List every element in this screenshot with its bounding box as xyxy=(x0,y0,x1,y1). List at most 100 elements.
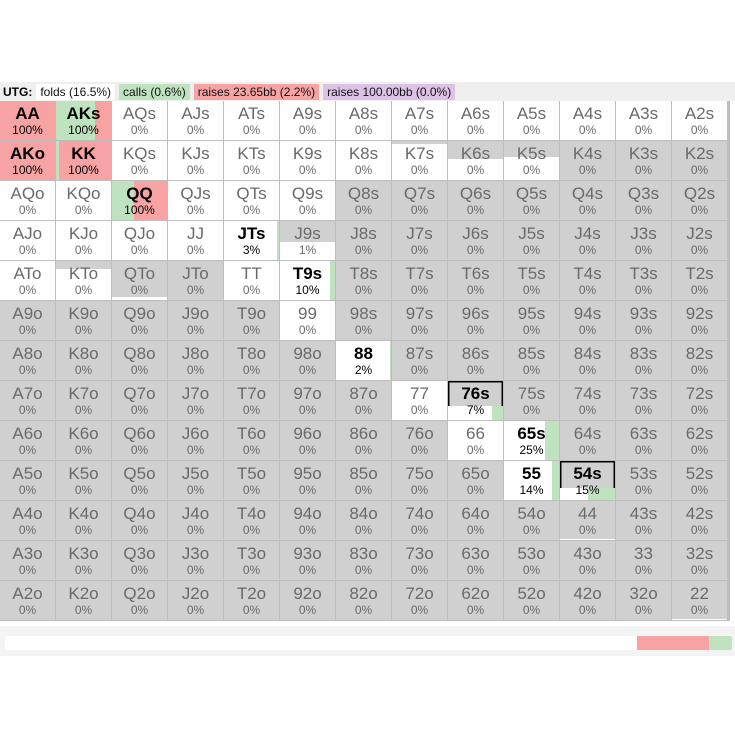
hand-cell-44[interactable]: 44 0% xyxy=(560,501,615,540)
hand-cell-65o[interactable]: 65o 0% xyxy=(448,461,503,500)
hand-cell-ATs[interactable]: ATs 0% xyxy=(224,101,279,140)
hand-cell-Q6o[interactable]: Q6o 0% xyxy=(112,421,167,460)
hand-cell-93s[interactable]: 93s 0% xyxy=(616,301,671,340)
hand-cell-KJs[interactable]: KJs 0% xyxy=(168,141,223,180)
hand-cell-QTs[interactable]: QTs 0% xyxy=(224,181,279,220)
hand-cell-83s[interactable]: 83s 0% xyxy=(616,341,671,380)
hand-cell-J4s[interactable]: J4s 0% xyxy=(560,221,615,260)
hand-cell-K6o[interactable]: K6o 0% xyxy=(56,421,111,460)
hand-cell-TT[interactable]: TT 0% xyxy=(224,261,279,300)
hand-cell-K2s[interactable]: K2s 0% xyxy=(672,141,727,180)
hand-cell-AKs[interactable]: AKs 100% xyxy=(56,101,111,140)
hand-cell-J6s[interactable]: J6s 0% xyxy=(448,221,503,260)
hand-cell-Q5o[interactable]: Q5o 0% xyxy=(112,461,167,500)
hand-cell-J3s[interactable]: J3s 0% xyxy=(616,221,671,260)
hand-cell-K8s[interactable]: K8s 0% xyxy=(336,141,391,180)
hand-cell-85o[interactable]: 85o 0% xyxy=(336,461,391,500)
hand-cell-Q7s[interactable]: Q7s 0% xyxy=(392,181,447,220)
hand-cell-74o[interactable]: 74o 0% xyxy=(392,501,447,540)
hand-cell-Q2s[interactable]: Q2s 0% xyxy=(672,181,727,220)
hand-cell-83o[interactable]: 83o 0% xyxy=(336,541,391,580)
hand-cell-86s[interactable]: 86s 0% xyxy=(448,341,503,380)
hand-cell-72s[interactable]: 72s 0% xyxy=(672,381,727,420)
hand-cell-Q9o[interactable]: Q9o 0% xyxy=(112,301,167,340)
hand-cell-QJs[interactable]: QJs 0% xyxy=(168,181,223,220)
hand-cell-T7s[interactable]: T7s 0% xyxy=(392,261,447,300)
hand-cell-54s[interactable]: 54s 15% xyxy=(560,461,615,500)
hand-cell-AA[interactable]: AA 100% xyxy=(0,101,55,140)
hand-cell-53o[interactable]: 53o 0% xyxy=(504,541,559,580)
hand-cell-A5o[interactable]: A5o 0% xyxy=(0,461,55,500)
hand-cell-62s[interactable]: 62s 0% xyxy=(672,421,727,460)
hand-cell-98s[interactable]: 98s 0% xyxy=(336,301,391,340)
hand-cell-T7o[interactable]: T7o 0% xyxy=(224,381,279,420)
hand-cell-42o[interactable]: 42o 0% xyxy=(560,581,615,620)
hand-cell-J7o[interactable]: J7o 0% xyxy=(168,381,223,420)
hand-cell-Q6s[interactable]: Q6s 0% xyxy=(448,181,503,220)
hand-cell-K2o[interactable]: K2o 0% xyxy=(56,581,111,620)
hand-cell-K5s[interactable]: K5s 0% xyxy=(504,141,559,180)
hand-cell-42s[interactable]: 42s 0% xyxy=(672,501,727,540)
hand-cell-AQo[interactable]: AQo 0% xyxy=(0,181,55,220)
hand-cell-87s[interactable]: 87s 0% xyxy=(392,341,447,380)
hand-cell-33[interactable]: 33 0% xyxy=(616,541,671,580)
hand-cell-52s[interactable]: 52s 0% xyxy=(672,461,727,500)
hand-cell-76s[interactable]: 76s 7% xyxy=(448,381,503,420)
hand-cell-K7o[interactable]: K7o 0% xyxy=(56,381,111,420)
hand-cell-54o[interactable]: 54o 0% xyxy=(504,501,559,540)
hand-cell-88[interactable]: 88 2% xyxy=(336,341,391,380)
hand-cell-KTs[interactable]: KTs 0% xyxy=(224,141,279,180)
hand-cell-73s[interactable]: 73s 0% xyxy=(616,381,671,420)
hand-cell-75o[interactable]: 75o 0% xyxy=(392,461,447,500)
hand-cell-KQs[interactable]: KQs 0% xyxy=(112,141,167,180)
hand-cell-T4s[interactable]: T4s 0% xyxy=(560,261,615,300)
hand-cell-T8o[interactable]: T8o 0% xyxy=(224,341,279,380)
hand-cell-Q3s[interactable]: Q3s 0% xyxy=(616,181,671,220)
hand-cell-Q7o[interactable]: Q7o 0% xyxy=(112,381,167,420)
hand-cell-96o[interactable]: 96o 0% xyxy=(280,421,335,460)
hand-cell-97s[interactable]: 97s 0% xyxy=(392,301,447,340)
hand-cell-J9o[interactable]: J9o 0% xyxy=(168,301,223,340)
hand-cell-93o[interactable]: 93o 0% xyxy=(280,541,335,580)
hand-cell-J3o[interactable]: J3o 0% xyxy=(168,541,223,580)
hand-cell-99[interactable]: 99 0% xyxy=(280,301,335,340)
hand-cell-A2o[interactable]: A2o 0% xyxy=(0,581,55,620)
hand-cell-65s[interactable]: 65s 25% xyxy=(504,421,559,460)
hand-cell-QJo[interactable]: QJo 0% xyxy=(112,221,167,260)
hand-cell-73o[interactable]: 73o 0% xyxy=(392,541,447,580)
hand-cell-KK[interactable]: KK 100% xyxy=(56,141,111,180)
hand-cell-A7o[interactable]: A7o 0% xyxy=(0,381,55,420)
hand-cell-J5s[interactable]: J5s 0% xyxy=(504,221,559,260)
hand-cell-J8s[interactable]: J8s 0% xyxy=(336,221,391,260)
hand-cell-K5o[interactable]: K5o 0% xyxy=(56,461,111,500)
hand-cell-A4o[interactable]: A4o 0% xyxy=(0,501,55,540)
hand-cell-T9o[interactable]: T9o 0% xyxy=(224,301,279,340)
hand-cell-A5s[interactable]: A5s 0% xyxy=(504,101,559,140)
hand-cell-T5o[interactable]: T5o 0% xyxy=(224,461,279,500)
hand-cell-A3s[interactable]: A3s 0% xyxy=(616,101,671,140)
hand-cell-A2s[interactable]: A2s 0% xyxy=(672,101,727,140)
hand-cell-A9s[interactable]: A9s 0% xyxy=(280,101,335,140)
hand-cell-KTo[interactable]: KTo 0% xyxy=(56,261,111,300)
hand-cell-JJ[interactable]: JJ 0% xyxy=(168,221,223,260)
hand-cell-T3o[interactable]: T3o 0% xyxy=(224,541,279,580)
hand-cell-84o[interactable]: 84o 0% xyxy=(336,501,391,540)
hand-cell-ATo[interactable]: ATo 0% xyxy=(0,261,55,300)
hand-cell-92o[interactable]: 92o 0% xyxy=(280,581,335,620)
hand-cell-22[interactable]: 22 0% xyxy=(672,581,727,620)
hand-cell-Q4o[interactable]: Q4o 0% xyxy=(112,501,167,540)
hand-cell-86o[interactable]: 86o 0% xyxy=(336,421,391,460)
hand-cell-T6s[interactable]: T6s 0% xyxy=(448,261,503,300)
hand-cell-Q8s[interactable]: Q8s 0% xyxy=(336,181,391,220)
hand-cell-T6o[interactable]: T6o 0% xyxy=(224,421,279,460)
hand-cell-J4o[interactable]: J4o 0% xyxy=(168,501,223,540)
hand-cell-52o[interactable]: 52o 0% xyxy=(504,581,559,620)
hand-cell-K3s[interactable]: K3s 0% xyxy=(616,141,671,180)
hand-cell-AJo[interactable]: AJo 0% xyxy=(0,221,55,260)
hand-cell-72o[interactable]: 72o 0% xyxy=(392,581,447,620)
hand-cell-66[interactable]: 66 0% xyxy=(448,421,503,460)
hand-cell-AJs[interactable]: AJs 0% xyxy=(168,101,223,140)
hand-cell-74s[interactable]: 74s 0% xyxy=(560,381,615,420)
hand-cell-T5s[interactable]: T5s 0% xyxy=(504,261,559,300)
hand-cell-53s[interactable]: 53s 0% xyxy=(616,461,671,500)
